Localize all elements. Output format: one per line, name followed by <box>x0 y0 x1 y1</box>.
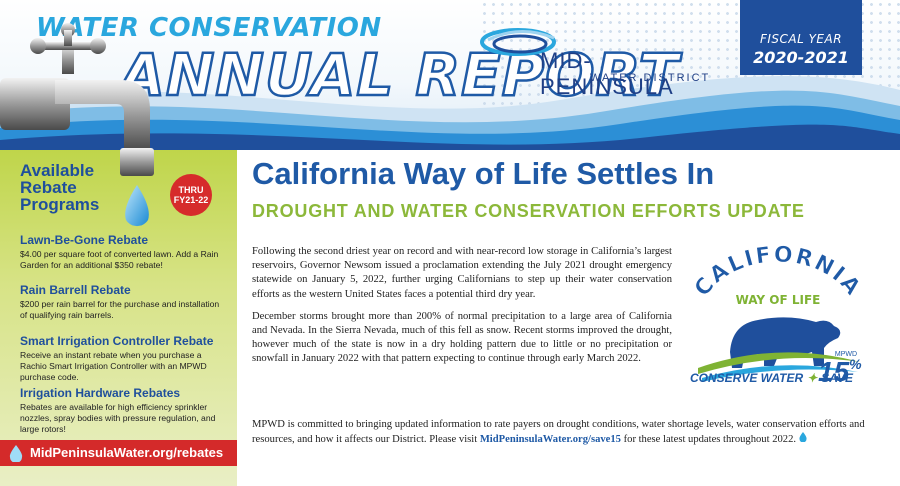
closing-text: MPWD is committed to bringing updated in… <box>252 419 865 446</box>
logo-subtitle: WATER DISTRICT <box>590 72 711 84</box>
article-headline: California Way of Life Settles In <box>252 156 715 191</box>
logo-name: MID-PENINSULA <box>540 48 674 99</box>
article-paragraph: Following the second driest year on reco… <box>252 246 672 300</box>
report-header: WATER CONSERVATION ANNUAL REPORT MID-PEN… <box>0 0 900 150</box>
rebate-sidebar: Available Rebate Programs THRU FY21-22 L… <box>0 150 237 486</box>
conserve-tagline: CONSERVE WATER ✦ SAVE <box>690 371 853 385</box>
california-way-of-life-badge: CALIFORNIA WAY OF LIFE MPWD <box>690 242 864 382</box>
save15-link[interactable]: MidPeninsulaWater.org/save15 <box>479 434 621 446</box>
rebate-item: Smart Irrigation Controller Rebate Recei… <box>20 334 228 383</box>
rebate-title: Smart Irrigation Controller Rebate <box>20 334 214 348</box>
star-icon: ✦ <box>807 371 818 385</box>
rebate-item: Lawn-Be-Gone Rebate $4.00 per square foo… <box>20 233 228 271</box>
faucet-icon <box>0 23 154 227</box>
mpwd-logo: MID-PENINSULA WATER DISTRICT <box>480 22 720 99</box>
sidebar-title-line: Rebate <box>20 178 77 197</box>
fiscal-year-value: 2020-2021 <box>753 48 849 67</box>
logo-swoosh-icon <box>480 28 556 56</box>
save-percent-sign: % <box>849 356 862 372</box>
report-kicker: WATER CONSERVATION <box>36 13 382 43</box>
rebates-url-text: MidPeninsulaWater.org/rebates <box>30 445 224 460</box>
rebates-url-link[interactable]: MidPeninsulaWater.org/rebates <box>0 440 237 466</box>
sidebar-title-line: Available <box>20 161 95 180</box>
article-subhead: DROUGHT AND WATER CONSERVATION EFFORTS U… <box>252 201 805 221</box>
article-paragraph-closing: MPWD is committed to bringing updated in… <box>252 418 872 447</box>
save-text: SAVE <box>821 371 853 385</box>
save-percent-value: 15 <box>818 356 850 387</box>
report-title: ANNUAL REPORT <box>119 40 680 111</box>
water-drop-icon <box>799 432 807 443</box>
rebate-desc: $4.00 per square foot of converted lawn.… <box>20 249 219 270</box>
rebate-item: Irrigation Hardware Rebates Rebates are … <box>20 386 228 435</box>
closing-text-end: for these latest updates throughout 2022… <box>620 434 797 446</box>
rebate-desc: $200 per rain barrel for the purchase an… <box>20 299 220 320</box>
badge-org: MPWD <box>835 351 857 358</box>
rebate-title: Lawn-Be-Gone Rebate <box>20 233 149 247</box>
water-waves <box>0 76 900 150</box>
save-percent: 15% <box>818 356 862 388</box>
article-paragraph: December storms brought more than 200% o… <box>252 310 672 365</box>
thru-badge-line: FY21-22 <box>173 195 209 205</box>
thru-badge: THRU FY21-22 <box>170 174 212 216</box>
conserve-text: CONSERVE WATER <box>690 371 804 385</box>
rebate-title: Rain Barrell Rebate <box>20 283 131 297</box>
rebate-desc: Receive an instant rebate when you purch… <box>20 350 207 382</box>
sidebar-title-line: Programs <box>20 195 100 214</box>
fiscal-year-label: FISCAL YEAR <box>759 32 843 46</box>
water-drop-icon <box>9 445 23 462</box>
thru-badge-line: THRU <box>178 185 204 195</box>
rebate-desc: Rebates are available for high efficienc… <box>20 402 216 434</box>
article-body: Following the second driest year on reco… <box>252 245 672 375</box>
rebate-title: Irrigation Hardware Rebates <box>20 386 181 400</box>
badge-way-text: WAY OF LIFE <box>736 293 821 307</box>
rebate-item: Rain Barrell Rebate $200 per rain barrel… <box>20 283 228 321</box>
sidebar-title: Available Rebate Programs <box>20 162 99 213</box>
fiscal-year-box: FISCAL YEAR 2020-2021 <box>740 0 862 75</box>
